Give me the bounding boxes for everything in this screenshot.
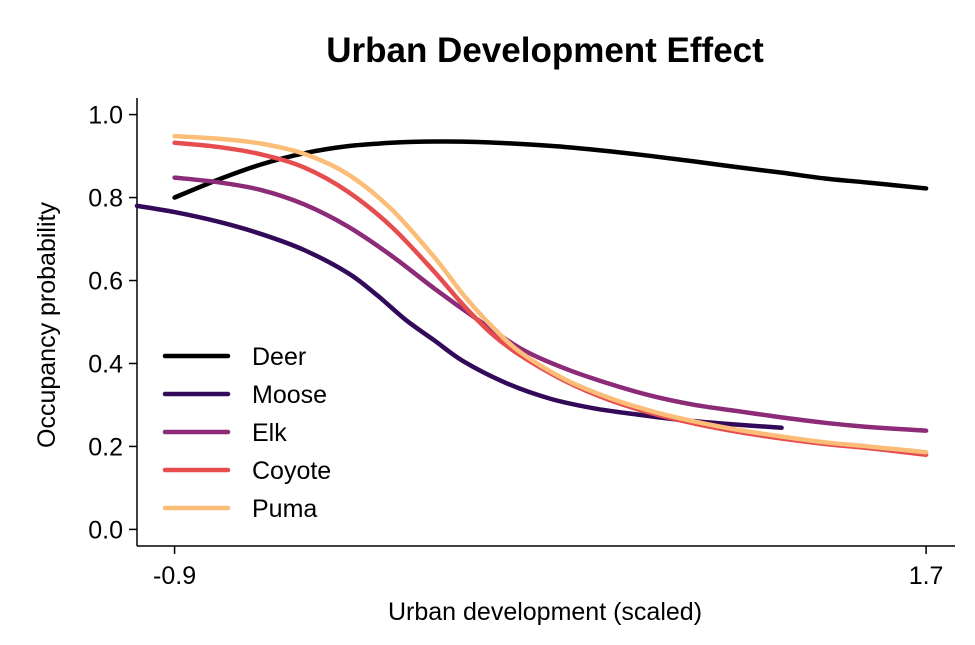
series-line-elk — [172, 175, 929, 433]
legend-label-elk: Elk — [252, 419, 287, 447]
y-tick-label: 0.4 — [88, 350, 123, 378]
y-tick-label: 0.2 — [88, 433, 123, 461]
y-tick-label: 1.0 — [88, 102, 123, 130]
y-tick-label: 0.6 — [88, 268, 123, 296]
y-tick-label: 0.8 — [88, 185, 123, 213]
series-group — [134, 133, 929, 457]
x-tick-label: 1.7 — [909, 562, 944, 590]
legend-label-deer: Deer — [252, 343, 306, 371]
series-line-puma — [172, 133, 929, 455]
chart-title: Urban Development Effect — [326, 31, 764, 70]
legend-label-puma: Puma — [252, 495, 317, 523]
x-tick-label: -0.9 — [153, 562, 196, 590]
y-axis-label: Occupancy probability — [33, 202, 61, 448]
legend-label-coyote: Coyote — [252, 457, 331, 485]
legend: Deer Moose Elk Coyote Puma — [162, 343, 331, 523]
axes: 0.0 0.2 0.4 0.6 0.8 1.0 -0.9 1.7 — [88, 98, 955, 590]
y-tick-label: 0.0 — [88, 516, 123, 544]
legend-label-moose: Moose — [252, 381, 327, 409]
x-axis-label: Urban development (scaled) — [388, 598, 702, 626]
series-line-moose — [134, 203, 784, 431]
